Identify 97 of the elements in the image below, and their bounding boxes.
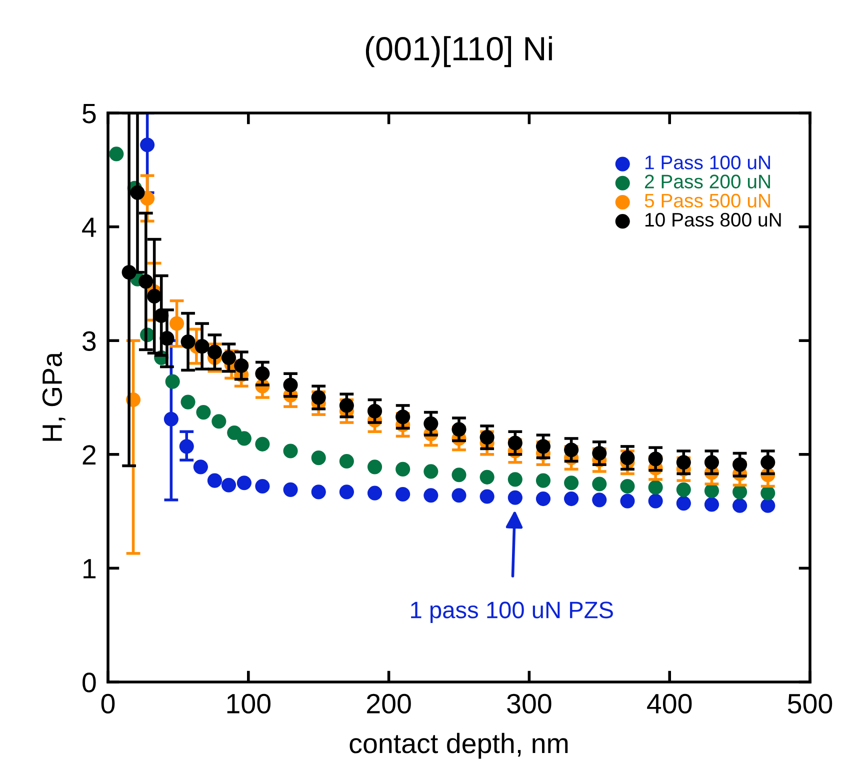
point bbox=[508, 472, 522, 487]
point bbox=[196, 405, 211, 420]
point bbox=[165, 374, 180, 389]
point bbox=[207, 344, 222, 360]
point bbox=[164, 412, 178, 426]
point bbox=[760, 498, 776, 513]
point bbox=[620, 450, 635, 466]
x-tick-label: 200 bbox=[367, 694, 411, 714]
legend-label: 5 Pass 500 uN bbox=[644, 194, 770, 208]
point bbox=[311, 390, 326, 405]
x-tick-label: 400 bbox=[647, 694, 692, 714]
point bbox=[704, 497, 720, 512]
point bbox=[732, 457, 748, 472]
point bbox=[109, 146, 124, 162]
point bbox=[180, 394, 196, 410]
annotation: 1 pass 100 uN PZS bbox=[411, 602, 613, 624]
point bbox=[536, 492, 551, 506]
point bbox=[283, 444, 298, 458]
point bbox=[311, 450, 326, 466]
chart-title: (001)[110] Ni bbox=[366, 36, 552, 68]
point bbox=[339, 454, 354, 469]
point bbox=[564, 442, 579, 458]
x-tick-label: 0 bbox=[101, 694, 115, 714]
y-tick-label: 5 bbox=[82, 104, 96, 124]
point bbox=[564, 476, 579, 490]
point bbox=[564, 492, 579, 506]
point bbox=[508, 490, 522, 505]
point bbox=[255, 366, 270, 381]
point bbox=[648, 480, 663, 495]
legend-label: 10 Pass 800 uN bbox=[645, 212, 781, 227]
point bbox=[676, 496, 691, 511]
point bbox=[255, 478, 270, 494]
point bbox=[732, 498, 748, 513]
point bbox=[536, 439, 551, 454]
point bbox=[648, 452, 663, 466]
point bbox=[283, 378, 298, 392]
point bbox=[620, 494, 635, 508]
point bbox=[508, 436, 522, 450]
point bbox=[170, 316, 184, 331]
point bbox=[592, 446, 607, 461]
legend-label: 2 Pass 200 uN bbox=[644, 174, 770, 188]
point bbox=[236, 431, 252, 446]
point bbox=[283, 482, 298, 497]
point bbox=[138, 274, 154, 289]
point bbox=[339, 398, 354, 413]
x-tick-label: 300 bbox=[507, 694, 552, 714]
point bbox=[480, 470, 494, 484]
point bbox=[480, 489, 494, 504]
y-tick-label: 2 bbox=[82, 445, 96, 464]
point bbox=[424, 488, 438, 503]
y-tick-label: 1 bbox=[84, 559, 96, 578]
point bbox=[620, 478, 635, 494]
point bbox=[592, 476, 607, 492]
point bbox=[396, 410, 410, 424]
point bbox=[760, 486, 776, 500]
x-tick-label: 500 bbox=[788, 694, 832, 714]
point bbox=[367, 460, 382, 474]
point bbox=[339, 484, 354, 500]
point bbox=[311, 484, 326, 500]
point bbox=[676, 482, 691, 497]
y-tick-label: 3 bbox=[82, 331, 96, 351]
point bbox=[396, 486, 410, 502]
point bbox=[367, 404, 382, 418]
point bbox=[122, 265, 136, 280]
point bbox=[452, 468, 466, 482]
point bbox=[452, 422, 466, 437]
point bbox=[154, 308, 169, 323]
legend-label: 1 Pass 100 uN bbox=[645, 156, 770, 170]
point bbox=[140, 138, 155, 152]
y-tick-label: 0 bbox=[82, 672, 96, 692]
point bbox=[536, 473, 551, 488]
point bbox=[676, 455, 691, 470]
point bbox=[760, 455, 776, 470]
point bbox=[255, 436, 270, 452]
point bbox=[193, 460, 208, 474]
point bbox=[130, 185, 145, 200]
point bbox=[179, 439, 194, 454]
point bbox=[452, 488, 466, 503]
point bbox=[147, 288, 162, 304]
point bbox=[648, 494, 663, 508]
point bbox=[221, 350, 236, 365]
point bbox=[480, 430, 494, 445]
point bbox=[704, 455, 720, 470]
point bbox=[732, 484, 748, 500]
point bbox=[160, 331, 174, 346]
point bbox=[234, 358, 249, 373]
x-tick-label: 100 bbox=[227, 694, 270, 714]
point bbox=[212, 414, 226, 429]
x-axis-title: contact depth, nm bbox=[350, 732, 568, 759]
y-axis-title: H, GPa bbox=[42, 352, 66, 441]
point bbox=[592, 492, 607, 508]
point bbox=[424, 416, 438, 431]
point bbox=[704, 484, 720, 498]
point bbox=[367, 486, 382, 500]
y-tick-label: 4 bbox=[82, 218, 96, 237]
point bbox=[396, 462, 410, 476]
point bbox=[424, 464, 438, 479]
